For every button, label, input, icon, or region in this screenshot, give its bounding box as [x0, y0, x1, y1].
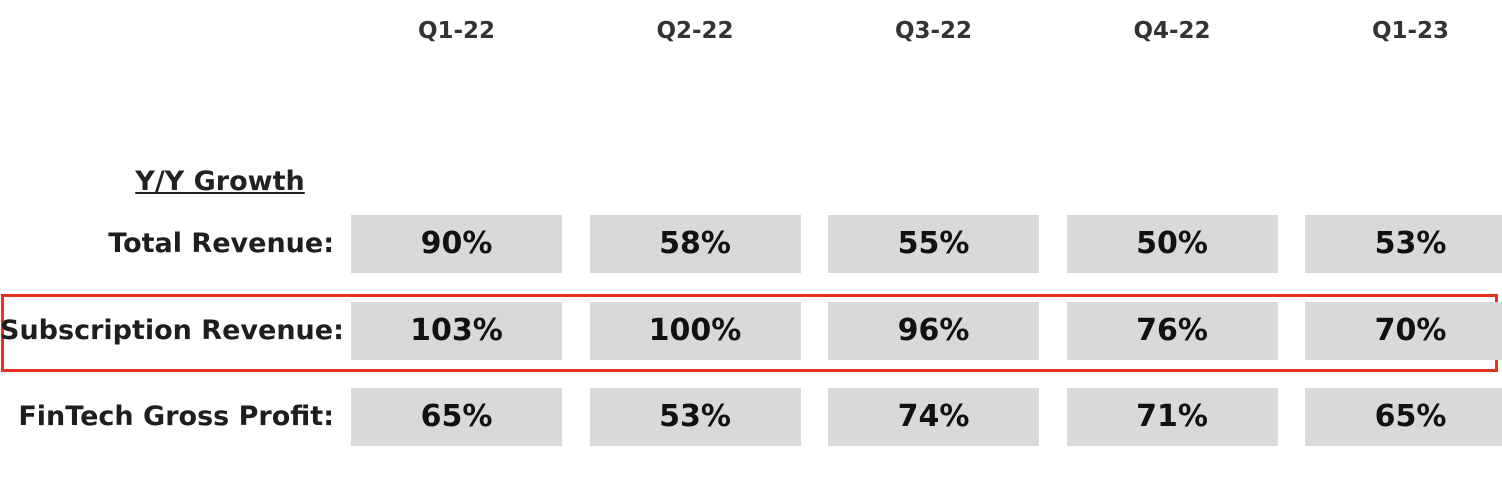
row-label: FinTech Gross Profit: [18, 401, 334, 432]
value-cell: 100% [589, 302, 801, 360]
row-label: Total Revenue: [108, 228, 334, 259]
column-header: Q1-22 [417, 18, 496, 44]
section-title: Y/Y Growth [135, 166, 305, 197]
value-cell: 65% [1305, 388, 1502, 446]
column-header: Q3-22 [894, 18, 973, 44]
value-cell: 96% [828, 302, 1039, 360]
column-header: Q1-23 [1371, 18, 1450, 44]
value-cell: 103% [351, 302, 562, 360]
value-cell: 71% [1066, 388, 1278, 446]
column-header: Q2-22 [656, 18, 734, 44]
row-label: Subscription Revenue: [0, 315, 344, 346]
value-cell: 76% [1066, 302, 1278, 360]
value-cell: 70% [1305, 302, 1502, 360]
value-cell: 55% [828, 215, 1039, 273]
value-cell: 53% [1305, 215, 1502, 273]
value-cell: 53% [589, 388, 801, 446]
value-cell: 58% [589, 215, 801, 273]
value-cell: 90% [351, 215, 562, 273]
value-cell: 74% [828, 388, 1039, 446]
column-header: Q4-22 [1133, 18, 1211, 44]
value-cell: 50% [1066, 215, 1278, 273]
value-cell: 65% [351, 388, 562, 446]
